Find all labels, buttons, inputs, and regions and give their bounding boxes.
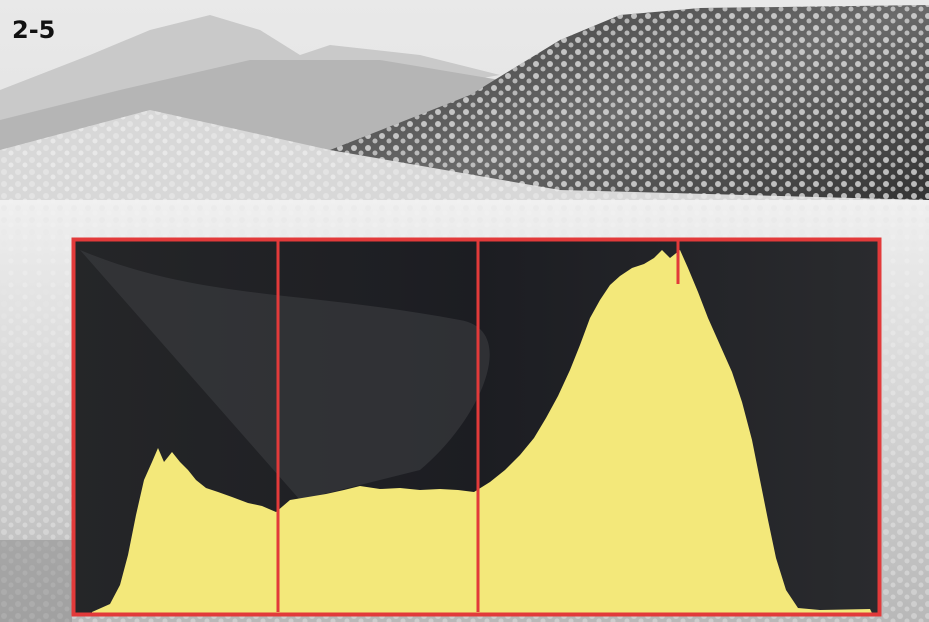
figure-label: 2-5 bbox=[12, 16, 55, 44]
histogram bbox=[92, 250, 872, 613]
histogram-display bbox=[71, 237, 882, 617]
